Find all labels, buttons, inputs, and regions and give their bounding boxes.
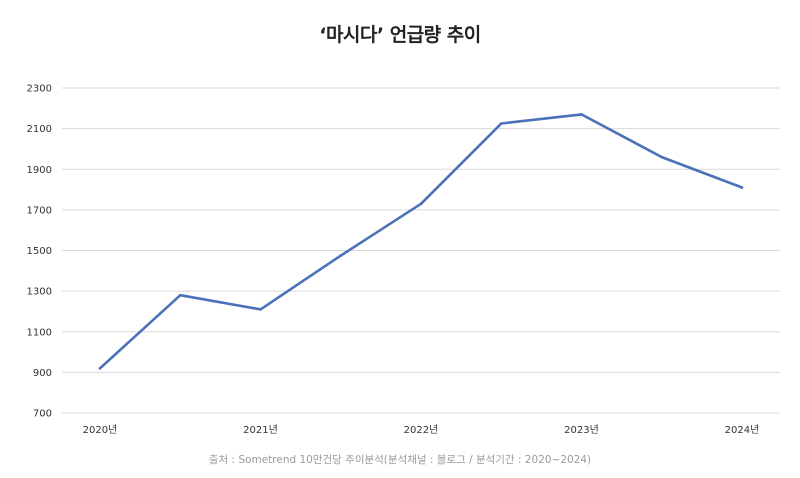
x-tick-label: 2022년: [404, 424, 439, 436]
chart-title: ‘마시다’ 언급량 추이: [319, 24, 481, 46]
data-point: [178, 293, 182, 297]
x-tick-label: 2023년: [564, 424, 599, 436]
data-point: [740, 186, 744, 189]
series-layer: [98, 113, 744, 370]
y-tick-label: 1300: [27, 287, 52, 298]
data-point: [580, 113, 583, 116]
source-note: 출처 : Sometrend 10만건당 추이분석(분석채널 : 블로그 / 분…: [208, 454, 592, 466]
series-line: [98, 113, 744, 370]
y-tick-label: 1900: [27, 165, 52, 176]
y-tick-label: 2300: [27, 84, 52, 95]
y-tick-label: 700: [33, 409, 52, 420]
x-tick-label: 2020년: [83, 424, 118, 436]
data-point: [499, 122, 503, 125]
x-tick-label: 2021년: [243, 424, 278, 436]
data-point: [339, 254, 343, 257]
data-point: [660, 155, 664, 159]
y-tick-label: 1100: [27, 327, 52, 338]
y-tick-label: 2100: [27, 124, 52, 135]
data-point: [98, 367, 102, 370]
y-tick-label: 900: [33, 368, 52, 379]
y-axis-ticks: 700 900 1100 1300 1500 1700 1900 2100 2300: [27, 84, 52, 420]
x-tick-label: 2024년: [725, 424, 760, 436]
data-point: [419, 202, 423, 206]
x-axis-ticks: 2020년 2021년 2022년 2023년 2024년: [83, 424, 760, 436]
gridlines: [62, 87, 780, 414]
y-tick-label: 1500: [27, 246, 52, 257]
y-tick-label: 1700: [27, 205, 52, 216]
data-point: [259, 308, 262, 311]
